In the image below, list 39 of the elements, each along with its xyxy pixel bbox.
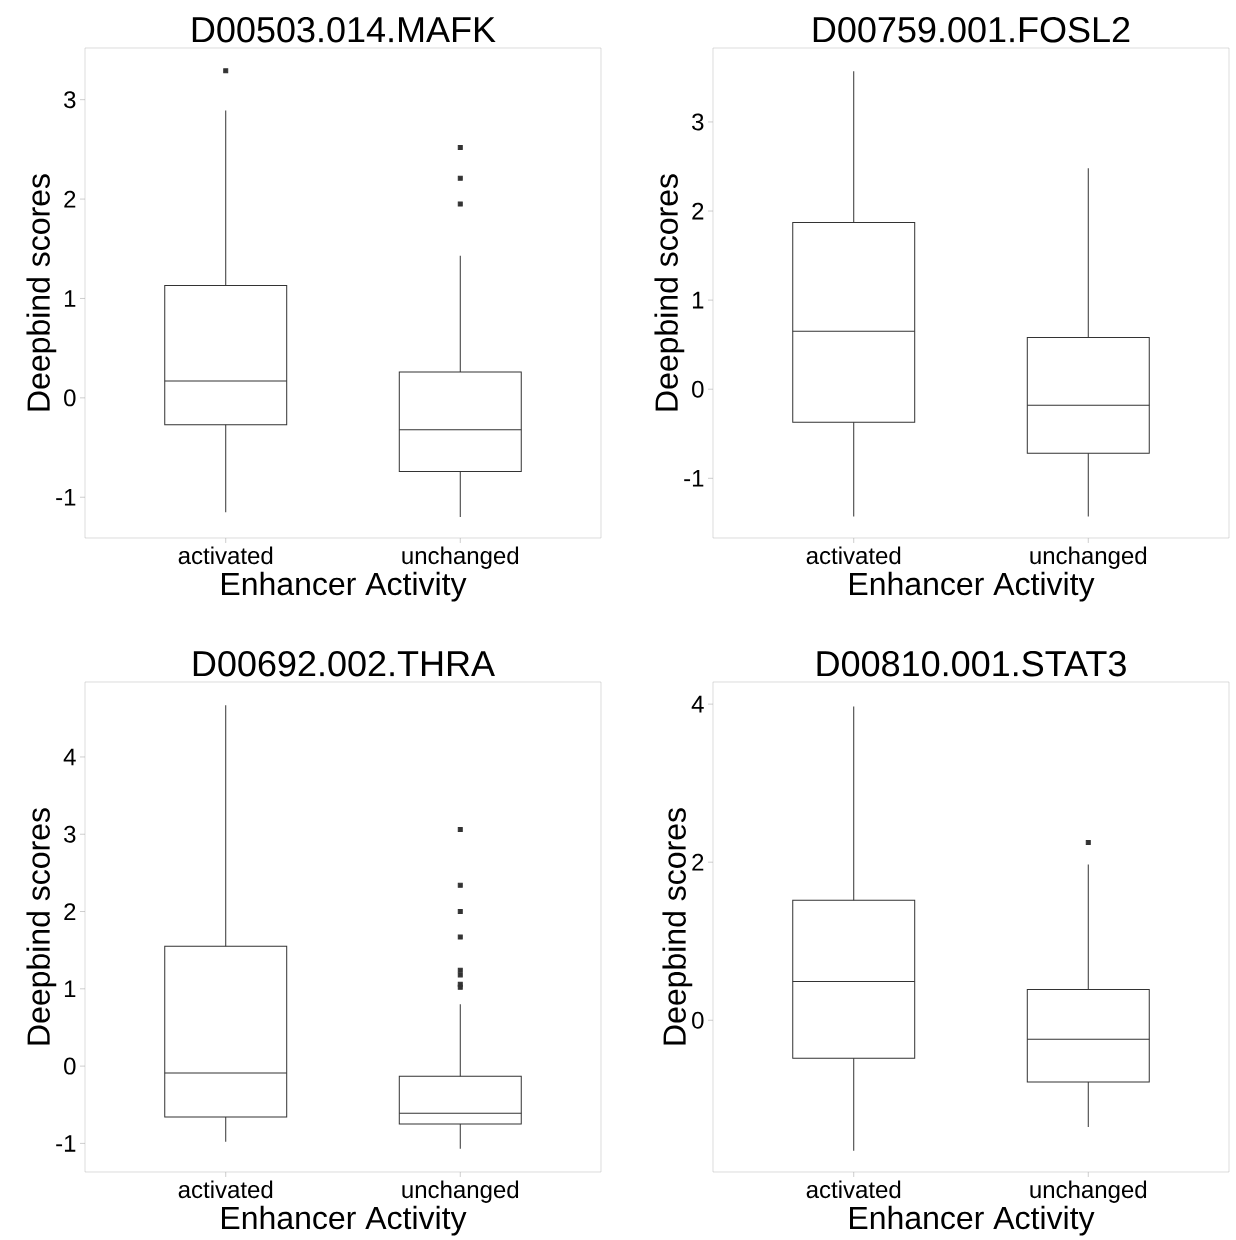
x-tick-label: unchanged (402, 1180, 519, 1203)
y-tick-label: 3 (692, 113, 704, 131)
y-tick-label: 0 (692, 380, 704, 398)
x-tick-label: activated (178, 546, 273, 565)
x-axis-title: Enhancer Activity (850, 1205, 1095, 1236)
x-tick-label: activated (178, 1180, 273, 1199)
x-tick-label: activated (806, 546, 901, 565)
chart-title: D00759.001.FOSL2 (813, 16, 1130, 43)
y-tick-label: 1 (64, 980, 76, 998)
y-axis-title: Deepbind scores (662, 808, 693, 1045)
chart-title: D00692.002.THRA (193, 650, 495, 677)
y-tick-label: 3 (64, 91, 76, 109)
y-tick-label: 2 (64, 190, 76, 208)
y-tick-label: 1 (64, 290, 76, 307)
y-axis-title: Deepbind scores (26, 174, 57, 411)
y-tick-label: 2 (692, 853, 704, 871)
y-tick-label: 2 (692, 202, 704, 220)
x-tick-label: unchanged (1030, 546, 1147, 569)
x-tick-label: activated (806, 1180, 901, 1199)
x-axis-title: Enhancer Activity (222, 571, 467, 602)
y-tick-label: 3 (64, 825, 76, 843)
y-tick-label: -1 (684, 470, 704, 487)
y-axis-title: Deepbind scores (654, 174, 685, 411)
x-tick-label: unchanged (402, 546, 519, 569)
x-axis-title: Enhancer Activity (850, 571, 1095, 602)
y-axis-title: Deepbind scores (26, 808, 57, 1045)
y-tick-label: 1 (692, 291, 704, 309)
y-tick-label: 2 (64, 903, 76, 920)
chart-title: D00810.001.STAT3 (817, 650, 1126, 677)
y-tick-label: -1 (56, 488, 76, 506)
x-tick-label: unchanged (1030, 1180, 1147, 1203)
y-tick-label: 0 (64, 1057, 76, 1075)
y-tick-label: 0 (692, 1011, 704, 1029)
y-tick-label: 4 (63, 748, 76, 766)
chart-title: D00503.014.MAFK (192, 16, 496, 43)
x-axis-title: Enhancer Activity (222, 1205, 467, 1236)
y-tick-label: 0 (64, 389, 76, 407)
y-tick-label: -1 (56, 1135, 76, 1152)
y-tick-label: 4 (691, 695, 704, 713)
